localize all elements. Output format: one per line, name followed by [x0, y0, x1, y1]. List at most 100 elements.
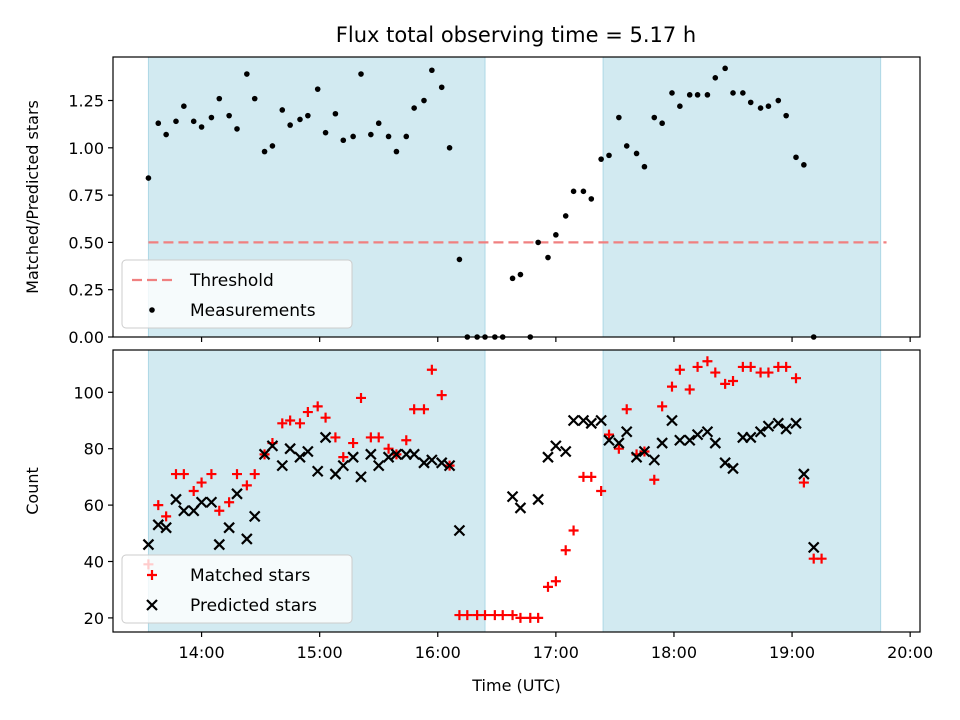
- matched-stars-point: [409, 404, 420, 415]
- predicted-stars-point: [231, 488, 243, 500]
- measurement-point: [740, 90, 746, 96]
- measurement-point: [181, 103, 187, 109]
- predicted-stars-point: [284, 442, 296, 455]
- measurement-point: [403, 133, 410, 140]
- matched-stars-point: [312, 401, 323, 412]
- x-axis-label: Time (UTC): [471, 676, 560, 695]
- measurement-point: [411, 105, 417, 111]
- matched-stars-point: [302, 407, 313, 418]
- measurement-point: [322, 129, 329, 136]
- observing-span-2: [602, 56, 882, 338]
- measurement-point: [509, 275, 516, 282]
- predicted-stars-point: [550, 440, 562, 452]
- axes-frame: [112, 349, 921, 633]
- matched-stars-point: [232, 469, 243, 480]
- measurement-point: [269, 143, 276, 149]
- matched-stars-point: [161, 511, 172, 522]
- predicted-stars-point: [691, 428, 704, 441]
- predicted-stars-point: [365, 448, 377, 461]
- matched-stars-point: [294, 418, 305, 429]
- measurement-point: [368, 131, 374, 138]
- measurement-point: [446, 145, 453, 151]
- matched-stars-point: [418, 404, 429, 415]
- y-tick-label: 0.75: [68, 186, 104, 205]
- measurement-point: [216, 95, 223, 102]
- measurement-point: [261, 148, 268, 155]
- matched-stars-point: [674, 364, 685, 375]
- measurement-point: [757, 105, 764, 111]
- x-tick-label: 18:00: [651, 643, 697, 662]
- measurement-point: [438, 84, 445, 91]
- predicted-stars-point: [567, 414, 580, 427]
- matched-stars-point: [798, 477, 809, 488]
- matched-stars-point: [702, 356, 713, 367]
- legend-predicted-swatch: [146, 599, 158, 611]
- measurement-point: [580, 188, 587, 195]
- predicted-stars-point: [142, 538, 155, 551]
- measurement-point: [279, 107, 286, 113]
- predicted-stars-point: [595, 414, 607, 427]
- matched-stars-point: [196, 477, 207, 488]
- predicted-stars-point: [418, 457, 430, 469]
- matched-stars-point: [497, 610, 508, 621]
- measurement-point: [704, 92, 711, 98]
- y-tick-label: 100: [73, 383, 104, 402]
- predicted-stars-point: [603, 434, 615, 447]
- y-tick-label: 0.25: [68, 281, 104, 300]
- matched-stars-point: [560, 545, 571, 556]
- measurement-point: [145, 175, 152, 181]
- predicted-stars-point: [656, 437, 668, 449]
- matched-stars-point: [763, 367, 774, 378]
- matched-stars-point: [657, 401, 668, 412]
- measurement-point: [633, 150, 640, 157]
- measurement-point: [244, 71, 250, 77]
- predicted-stars-point: [443, 459, 456, 472]
- predicted-stars-point: [762, 420, 775, 432]
- predicted-stars-point: [701, 426, 714, 438]
- predicted-stars-point: [195, 496, 208, 509]
- matched-stars-point: [285, 415, 296, 426]
- x-tick-label: 15:00: [297, 643, 343, 662]
- x-tick-label: 16:00: [415, 643, 461, 662]
- y-tick-label: 20: [84, 609, 104, 628]
- matched-stars-point: [277, 418, 288, 429]
- measurement-point: [598, 156, 604, 162]
- predicted-stars-point: [613, 437, 625, 449]
- matched-stars-point: [745, 361, 756, 372]
- measurement-point: [190, 118, 197, 125]
- measurement-point: [358, 71, 364, 77]
- matched-stars-point: [188, 486, 199, 496]
- predicted-stars-point: [178, 504, 190, 517]
- matched-stars-point: [480, 610, 491, 621]
- predicted-stars-point: [772, 417, 785, 430]
- y-tick-label: 60: [84, 496, 104, 515]
- matched-stars-point: [462, 610, 473, 621]
- measurement-point: [287, 122, 293, 128]
- predicted-stars-point: [514, 502, 527, 514]
- matched-stars-point: [330, 432, 341, 443]
- matched-stars-point: [604, 429, 615, 440]
- measurement-point: [747, 99, 754, 106]
- predicted-stars-point: [205, 496, 218, 509]
- matched-stars-point: [348, 438, 359, 449]
- matched-stars-point: [383, 443, 394, 454]
- predicted-stars-point: [559, 445, 572, 458]
- measurement-point: [570, 188, 577, 195]
- measurement-point: [588, 196, 595, 202]
- predicted-stars-point: [683, 434, 696, 447]
- matched-stars-point: [426, 364, 437, 375]
- y-axis-label: Matched/Predicted stars: [23, 100, 42, 294]
- legend-label: Matched stars: [190, 566, 310, 586]
- measurement-point: [226, 112, 232, 119]
- predicted-stars-point: [709, 437, 722, 449]
- matched-stars-point: [515, 612, 526, 623]
- predicted-stars-point: [620, 426, 633, 438]
- y-tick-label: 80: [84, 440, 104, 459]
- x-tick-label: 17:00: [533, 643, 579, 662]
- legend-label: Measurements: [190, 301, 316, 321]
- predicted-stars-point: [790, 417, 802, 430]
- matched-stars-point: [550, 576, 561, 587]
- axes-frame: [112, 56, 921, 338]
- measurement-point: [765, 103, 772, 109]
- legend: Matched stars Predicted stars: [121, 554, 353, 624]
